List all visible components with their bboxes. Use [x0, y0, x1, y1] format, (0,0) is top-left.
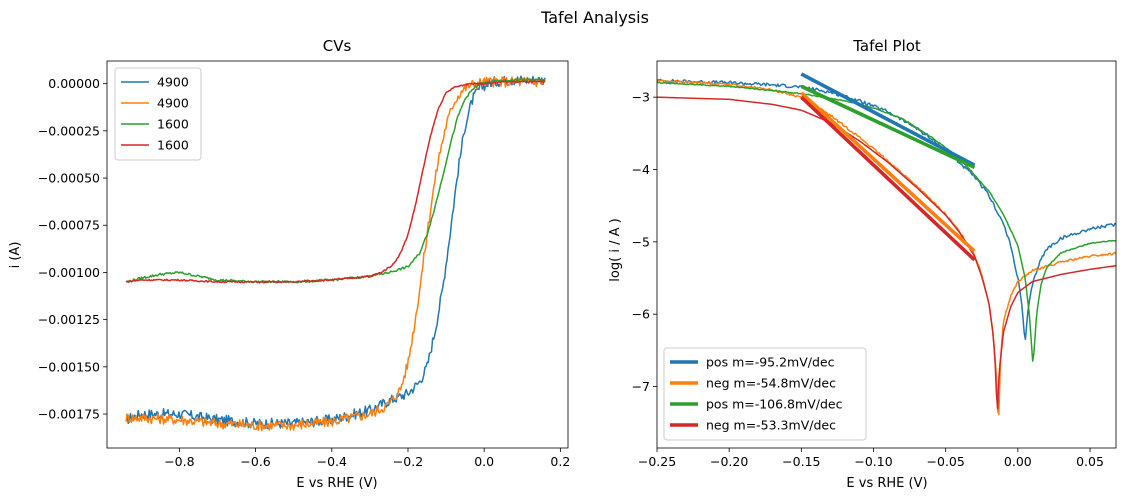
series-line — [125, 76, 546, 432]
cvs-xlabel: E vs RHE (V) — [296, 476, 377, 491]
plot-area — [125, 75, 546, 432]
x-tick-label: 0.05 — [1076, 454, 1104, 469]
y-tick-label: −0.00050 — [38, 171, 100, 186]
legend-label: neg m=-53.3mV/dec — [706, 418, 836, 433]
y-tick-label: −5 — [632, 234, 650, 249]
tafel-ylabel: log( i / A ) — [608, 218, 623, 281]
x-tick-label: −0.25 — [638, 454, 676, 469]
y-tick-label: −0.00100 — [38, 265, 100, 280]
cvs-ylabel: i (A) — [8, 242, 23, 269]
tafel-title: Tafel Plot — [852, 37, 921, 55]
legend: 4900 4900 1600 1600 — [114, 67, 202, 161]
tafel-fit-line — [800, 72, 976, 167]
cvs-title: CVs — [323, 37, 352, 55]
x-tick-label: −0.20 — [710, 454, 748, 469]
y-tick-label: −0.00125 — [38, 312, 100, 327]
x-tick-label: −0.15 — [782, 454, 820, 469]
x-tick-label: −0.2 — [393, 454, 423, 469]
x-tick-label: −0.8 — [164, 454, 194, 469]
plot-area — [657, 72, 1116, 416]
x-tick-label: 0.0 — [474, 454, 494, 469]
legend-label: pos m=-95.2mV/dec — [706, 355, 835, 370]
figure-title: Tafel Analysis — [540, 8, 649, 27]
series-line — [657, 78, 1116, 341]
legend-label: pos m=-106.8mV/dec — [706, 397, 843, 412]
legend: pos m=-95.2mV/dec neg m=-54.8mV/dec pos m=… — [663, 347, 867, 441]
x-tick-label: 0.2 — [550, 454, 570, 469]
x-tick-label: −0.10 — [854, 454, 892, 469]
axes-frame — [106, 60, 569, 449]
tafel-panel: Tafel Plot E vs RHE (V) log( i / A ) −0.… — [608, 37, 1117, 491]
y-tick-label: −0.00075 — [38, 218, 100, 233]
tafel-xlabel: E vs RHE (V) — [846, 476, 927, 491]
legend-label: neg m=-54.8mV/dec — [706, 376, 836, 391]
series-line — [657, 79, 1116, 416]
y-tick-label: −7 — [632, 379, 650, 394]
tafel-fit-line — [800, 91, 976, 253]
y-tick-label: −6 — [632, 307, 650, 322]
legend-box — [114, 67, 202, 161]
y-tick-label: −4 — [632, 162, 650, 177]
series-line — [125, 80, 546, 284]
y-tick-label: −0.00150 — [38, 359, 100, 374]
y-tick-label: −0.00175 — [38, 407, 100, 422]
tafel-fit-line — [800, 95, 976, 262]
tafel-fit-line — [800, 84, 976, 169]
x-tick-label: −0.4 — [317, 454, 347, 469]
axes-frame — [656, 60, 1117, 449]
x-tick-label: 0.00 — [1004, 454, 1032, 469]
series-line — [657, 81, 1116, 362]
y-tick-label: −3 — [632, 90, 650, 105]
legend-box — [663, 347, 867, 441]
series-line — [657, 96, 1116, 410]
x-tick-label: −0.05 — [927, 454, 965, 469]
x-tick-label: −0.6 — [240, 454, 270, 469]
legend-label: 1600 — [157, 117, 189, 132]
legend-label: 1600 — [157, 138, 189, 153]
legend-label: 4900 — [157, 75, 189, 90]
cvs-panel: CVs E vs RHE (V) i (A) −0.8 −0.6 −0.4 −0.2 0… — [8, 37, 570, 491]
y-tick-label: −0.00025 — [38, 123, 100, 138]
legend-label: 4900 — [157, 96, 189, 111]
y-tick-label: 0.00000 — [48, 76, 100, 91]
